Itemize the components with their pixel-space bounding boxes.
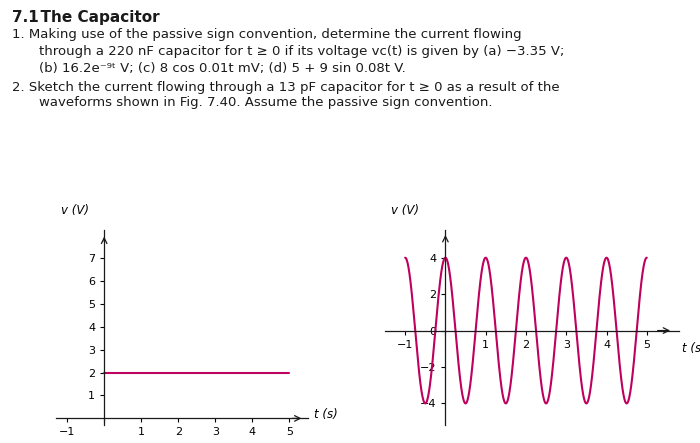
Text: The Capacitor: The Capacitor [30, 10, 160, 25]
Text: v (V): v (V) [391, 204, 419, 217]
Text: waveforms shown in Fig. 7.40. Assume the passive sign convention.: waveforms shown in Fig. 7.40. Assume the… [22, 96, 493, 109]
Text: through a 220 nF capacitor for t ≥ 0 if its voltage vᴄ(t) is given by (a) −3.35 : through a 220 nF capacitor for t ≥ 0 if … [22, 45, 564, 58]
Text: (b) 16.2e⁻⁹ᵗ V; (c) 8 cos 0.01t mV; (d) 5 + 9 sin 0.08t V.: (b) 16.2e⁻⁹ᵗ V; (c) 8 cos 0.01t mV; (d) … [22, 62, 406, 75]
Text: t (s): t (s) [682, 342, 700, 355]
Text: 2. Sketch the current flowing through a 13 pF capacitor for t ≥ 0 as a result of: 2. Sketch the current flowing through a … [12, 81, 559, 94]
Text: t (s): t (s) [314, 408, 338, 421]
Text: 1. Making use of the passive sign convention, determine the current flowing: 1. Making use of the passive sign conven… [12, 28, 522, 41]
Text: v (V): v (V) [61, 204, 89, 217]
Text: 7.1: 7.1 [12, 10, 38, 25]
